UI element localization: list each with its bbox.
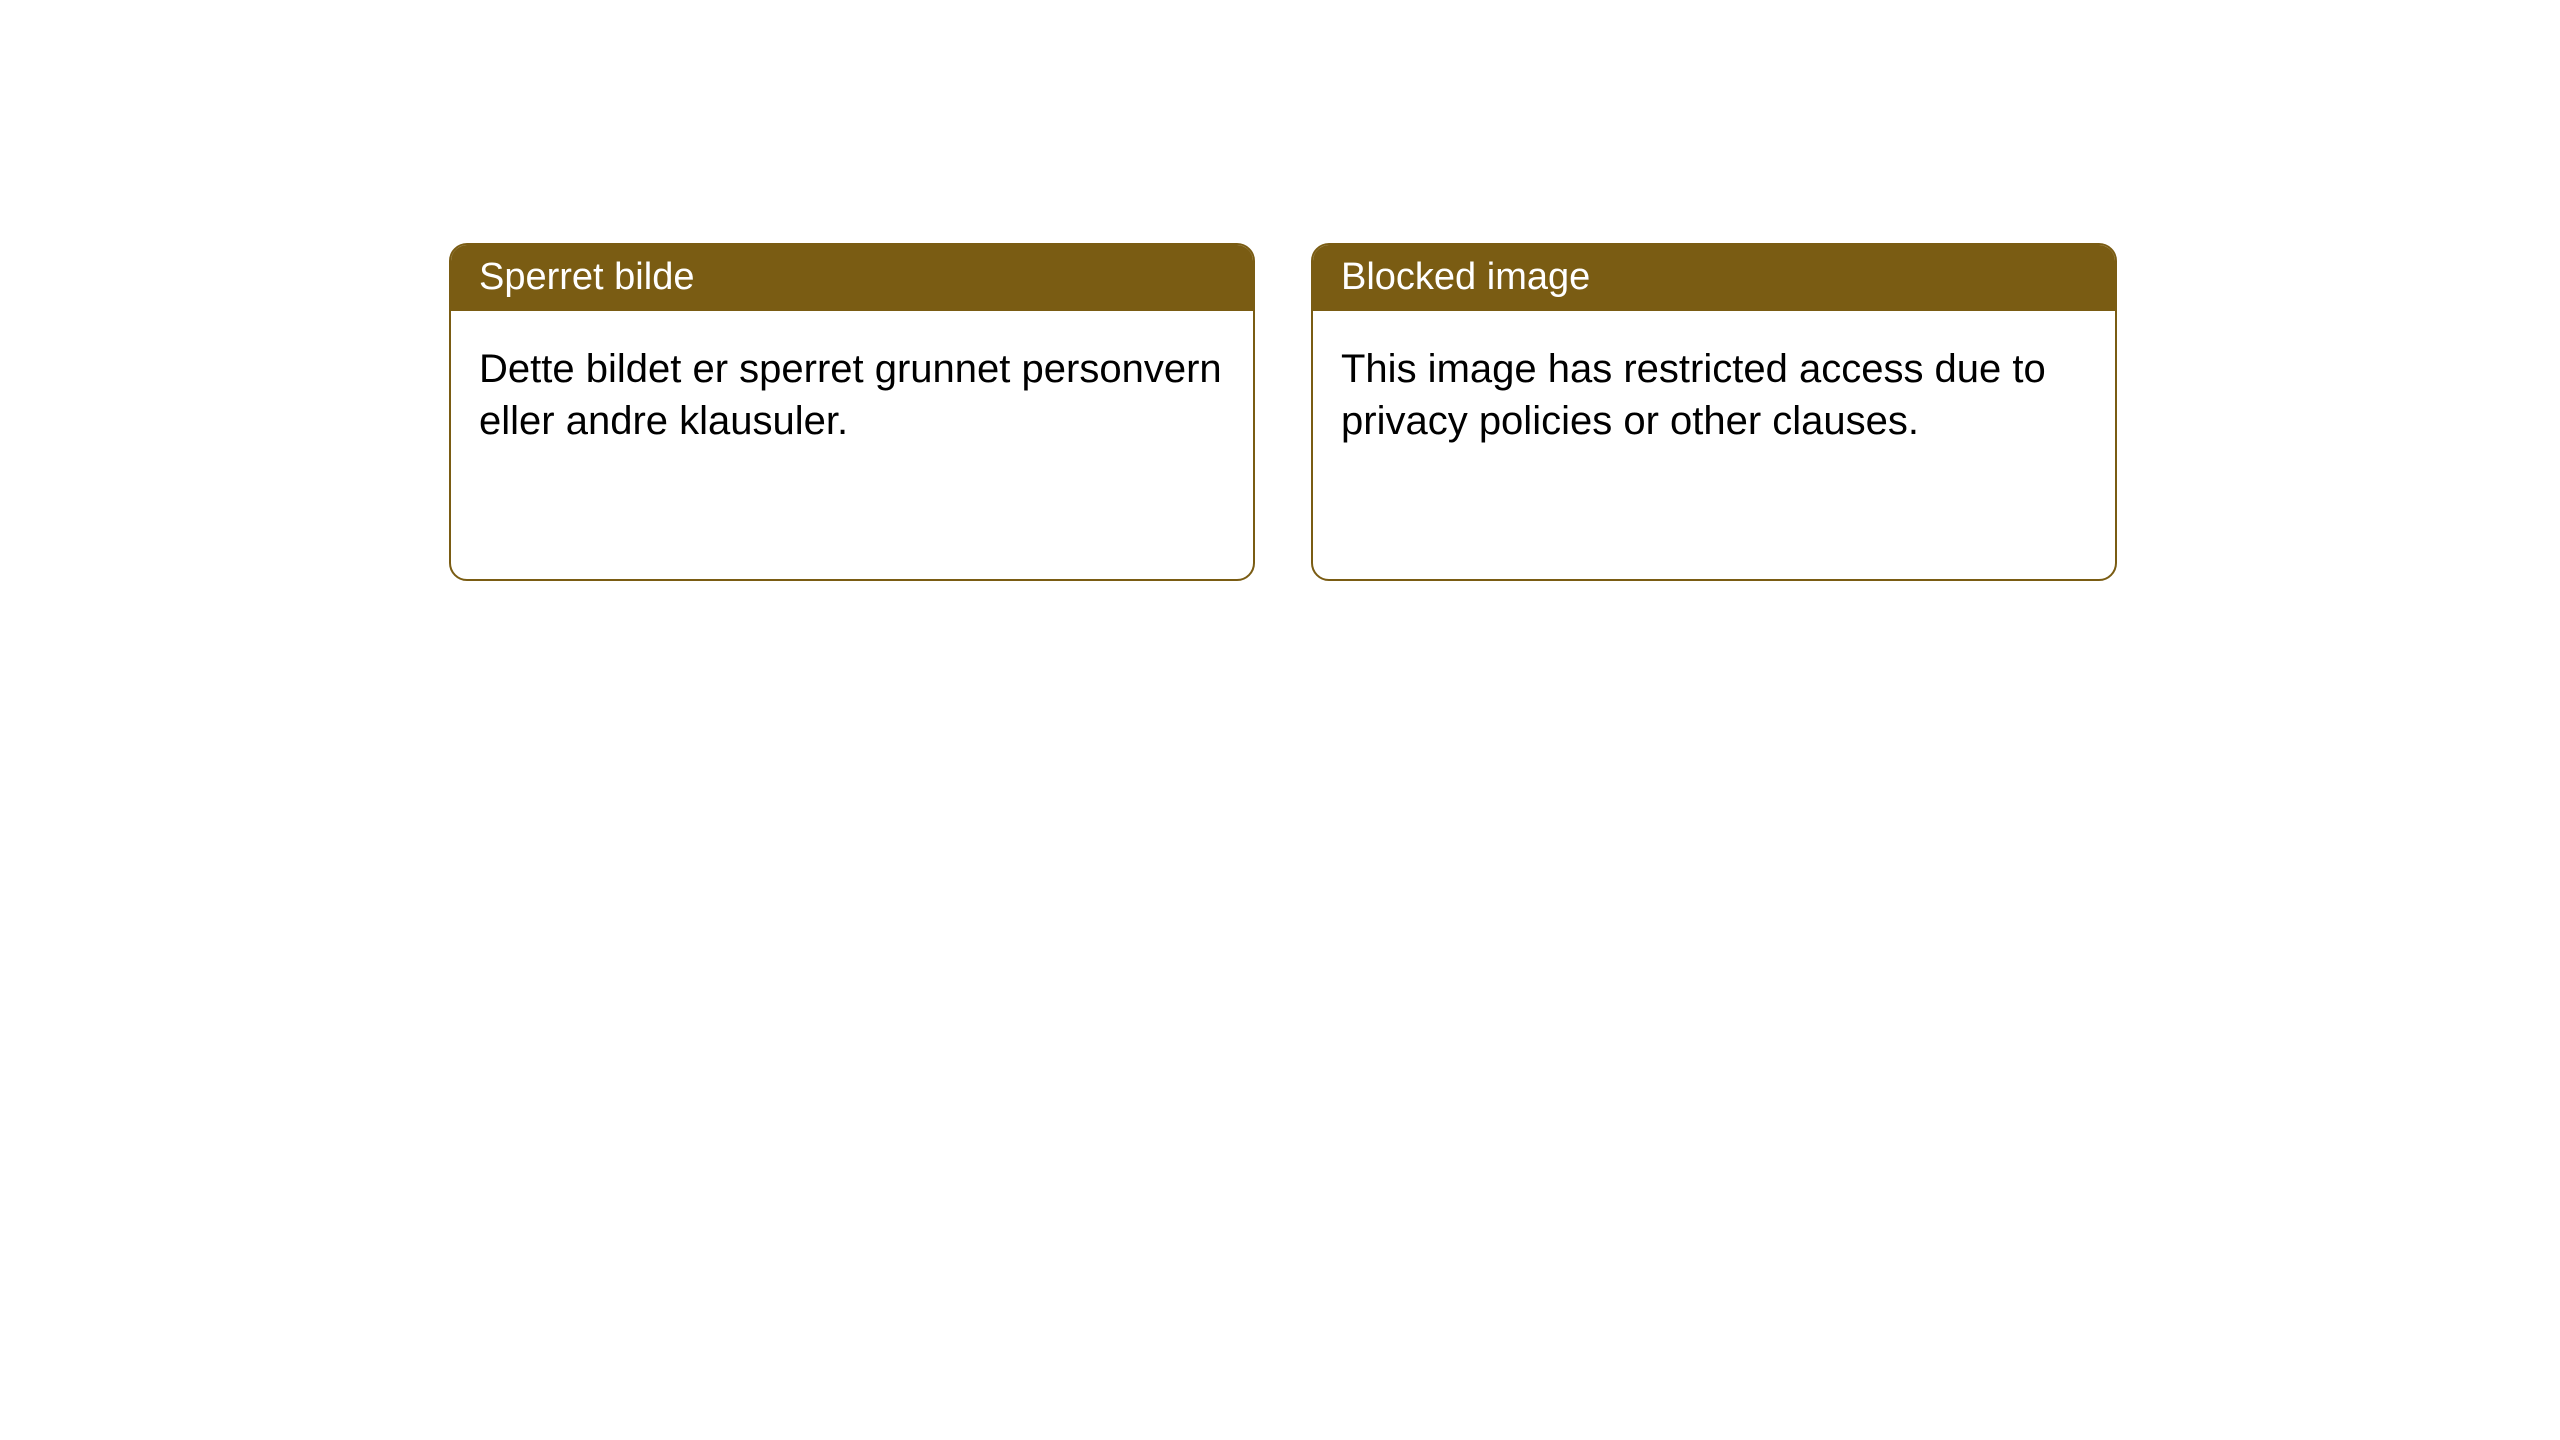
card-body-norwegian: Dette bildet er sperret grunnet personve… <box>451 311 1253 481</box>
notice-container: Sperret bilde Dette bildet er sperret gr… <box>0 0 2560 581</box>
card-header-norwegian: Sperret bilde <box>451 245 1253 311</box>
card-body-text: Dette bildet er sperret grunnet personve… <box>479 347 1222 444</box>
card-header-english: Blocked image <box>1313 245 2115 311</box>
notice-card-norwegian: Sperret bilde Dette bildet er sperret gr… <box>449 243 1255 581</box>
card-body-english: This image has restricted access due to … <box>1313 311 2115 481</box>
card-body-text: This image has restricted access due to … <box>1341 347 2046 444</box>
card-title: Blocked image <box>1341 256 1590 298</box>
notice-card-english: Blocked image This image has restricted … <box>1311 243 2117 581</box>
card-title: Sperret bilde <box>479 256 694 298</box>
